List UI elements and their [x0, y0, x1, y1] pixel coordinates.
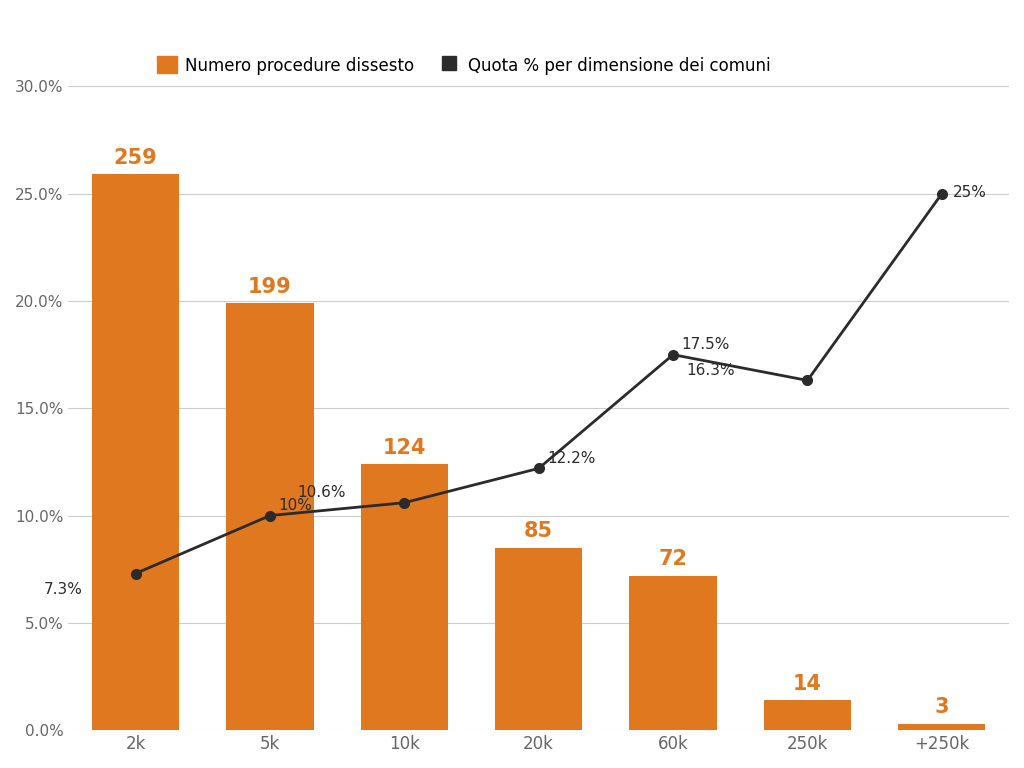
Text: 124: 124	[383, 438, 426, 458]
Bar	[360, 464, 447, 730]
Text: 25%: 25%	[953, 184, 987, 200]
Bar	[495, 548, 583, 730]
Text: 3: 3	[935, 697, 949, 717]
Text: 259: 259	[114, 148, 158, 168]
Text: 17.5%: 17.5%	[681, 337, 730, 352]
Text: 14: 14	[793, 674, 822, 694]
Text: 7.3%: 7.3%	[44, 582, 83, 598]
Bar	[764, 700, 851, 730]
Text: 10%: 10%	[279, 498, 312, 513]
Bar	[92, 174, 179, 730]
Bar	[630, 576, 717, 730]
Bar	[226, 303, 313, 730]
Text: 199: 199	[248, 276, 292, 296]
Text: 85: 85	[524, 521, 553, 541]
Text: 16.3%: 16.3%	[686, 362, 735, 378]
Text: 72: 72	[658, 549, 687, 569]
Text: 12.2%: 12.2%	[547, 451, 595, 466]
Legend: Numero procedure dissesto, Quota % per dimensione dei comuni: Numero procedure dissesto, Quota % per d…	[151, 50, 777, 81]
Text: 10.6%: 10.6%	[297, 485, 346, 500]
Bar	[898, 723, 985, 730]
